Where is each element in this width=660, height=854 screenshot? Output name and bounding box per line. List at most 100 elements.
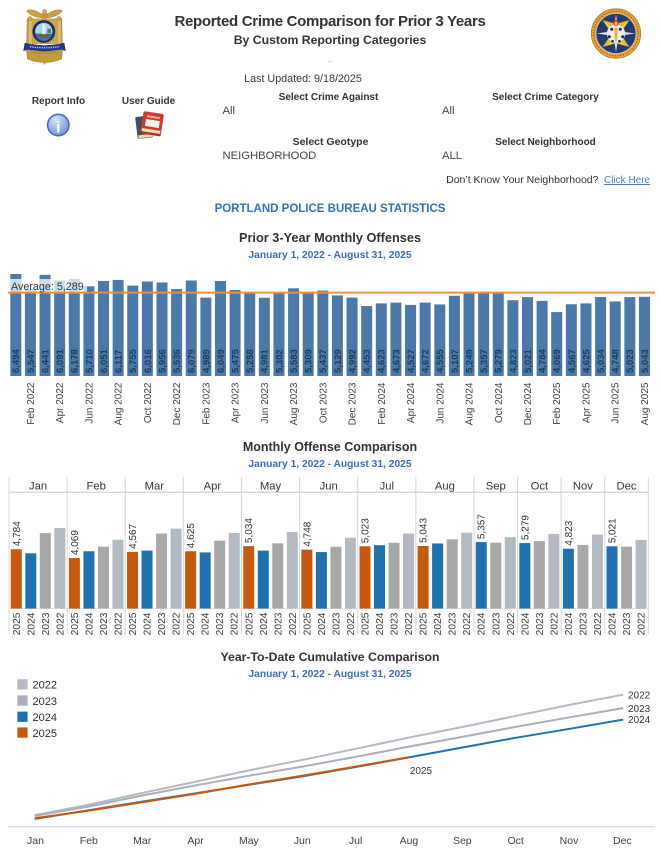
svg-text:2025: 2025: [33, 728, 57, 740]
svg-text:Jun 2022: Jun 2022: [84, 382, 95, 424]
svg-text:Last Updated: 9/18/2025: Last Updated: 9/18/2025: [244, 73, 362, 85]
svg-text:5,710: 5,710: [84, 349, 95, 373]
svg-text:6,441: 6,441: [40, 349, 51, 373]
svg-text:5,536: 5,536: [172, 349, 183, 373]
svg-text:i: i: [56, 120, 60, 137]
svg-text:Dec 2023: Dec 2023: [348, 382, 359, 425]
svg-text:5,279: 5,279: [520, 515, 531, 540]
svg-text:2024: 2024: [259, 612, 270, 635]
svg-text:2024: 2024: [433, 612, 444, 635]
svg-text:Select Crime Category: Select Crime Category: [492, 92, 599, 103]
svg-text:Prior 3-Year Monthly Offenses: Prior 3-Year Monthly Offenses: [239, 230, 421, 245]
svg-text:2023: 2023: [578, 612, 589, 635]
svg-text:5,023: 5,023: [625, 349, 636, 373]
svg-text:2023: 2023: [448, 612, 459, 635]
svg-text:Oct: Oct: [531, 481, 549, 493]
svg-text:January 1, 2022 - August 31, 2: January 1, 2022 - August 31, 2025: [248, 250, 411, 261]
svg-text:Mar: Mar: [145, 481, 165, 493]
svg-text:5,302: 5,302: [274, 349, 285, 373]
svg-text:2024: 2024: [201, 612, 212, 635]
svg-text:5,956: 5,956: [157, 349, 168, 373]
svg-text:5,583: 5,583: [289, 349, 300, 373]
svg-text:2025: 2025: [244, 612, 255, 635]
svg-text:5,034: 5,034: [244, 518, 255, 543]
svg-text:2024: 2024: [520, 612, 531, 635]
svg-text:Jun 2025: Jun 2025: [611, 382, 622, 424]
svg-text:5,021: 5,021: [608, 518, 619, 543]
svg-text:Jan: Jan: [27, 835, 44, 847]
svg-text:Average: 5,289: Average: 5,289: [11, 281, 84, 293]
svg-text:Aug: Aug: [435, 481, 455, 493]
svg-text:4,748: 4,748: [611, 349, 622, 373]
svg-text:2023: 2023: [331, 612, 342, 635]
svg-text:4,527: 4,527: [406, 349, 417, 373]
svg-text:May: May: [260, 481, 282, 493]
svg-text:6,079: 6,079: [187, 349, 198, 373]
svg-text:2024: 2024: [143, 612, 154, 635]
svg-text:PORTLAND POLICE BUREAU STATIST: PORTLAND POLICE BUREAU STATISTICS: [215, 203, 446, 215]
svg-text:4,989: 4,989: [201, 349, 212, 373]
svg-text:January 1, 2022 - August 31, 2: January 1, 2022 - August 31, 2025: [248, 459, 411, 470]
svg-text:2022: 2022: [55, 612, 66, 635]
svg-text:By Custom Reporting Categories: By Custom Reporting Categories: [234, 33, 427, 47]
svg-text:Click Here: Click Here: [604, 175, 651, 186]
svg-text:6,117: 6,117: [114, 350, 125, 373]
svg-text:Report Info: Report Info: [32, 96, 85, 107]
svg-text:2022: 2022: [506, 612, 517, 635]
svg-text:Select Geotype: Select Geotype: [293, 136, 369, 148]
svg-text:Year-To-Date Cumulative Compar: Year-To-Date Cumulative Comparison: [221, 650, 440, 664]
svg-text:2024: 2024: [608, 612, 619, 635]
svg-text:2022: 2022: [172, 612, 183, 635]
svg-text:Feb 2022: Feb 2022: [26, 382, 37, 425]
svg-text:5,475: 5,475: [231, 349, 242, 373]
svg-text:Aug 2024: Aug 2024: [465, 382, 476, 425]
svg-text:5,107: 5,107: [450, 349, 461, 373]
svg-text:2022: 2022: [637, 612, 648, 635]
svg-text:2023: 2023: [33, 696, 57, 708]
svg-text:4,453: 4,453: [362, 349, 373, 373]
svg-text:2025: 2025: [128, 612, 139, 635]
svg-text:5,547: 5,547: [26, 349, 37, 373]
svg-text:2023: 2023: [622, 612, 633, 635]
svg-text:All: All: [442, 105, 455, 117]
svg-text:5,249: 5,249: [464, 349, 475, 373]
svg-text:Feb 2023: Feb 2023: [201, 382, 212, 425]
svg-text:2025: 2025: [419, 612, 430, 635]
svg-text:Jun: Jun: [294, 835, 311, 847]
svg-text:5,023: 5,023: [360, 518, 371, 543]
svg-text:4,981: 4,981: [260, 349, 271, 373]
svg-text:Jul: Jul: [380, 481, 394, 493]
svg-text:5,357: 5,357: [479, 349, 490, 373]
svg-text:2024: 2024: [26, 612, 37, 635]
svg-text:4,673: 4,673: [391, 349, 402, 373]
svg-text:2025: 2025: [410, 766, 433, 777]
svg-text:4,567: 4,567: [128, 523, 139, 548]
svg-text:Jun 2024: Jun 2024: [435, 382, 446, 424]
svg-text:2023: 2023: [157, 612, 168, 635]
svg-text:4,623: 4,623: [377, 349, 388, 373]
svg-text:Oct 2024: Oct 2024: [494, 382, 505, 423]
svg-text:Apr 2023: Apr 2023: [231, 382, 242, 423]
svg-text:4,625: 4,625: [186, 523, 197, 548]
svg-text:..: ..: [328, 55, 332, 64]
svg-text:5,279: 5,279: [494, 349, 505, 373]
svg-text:4,784: 4,784: [12, 521, 23, 546]
svg-text:Sep: Sep: [453, 835, 472, 847]
svg-text:Jan: Jan: [29, 481, 47, 493]
svg-text:Feb 2024: Feb 2024: [377, 382, 388, 425]
svg-text:2022: 2022: [462, 612, 473, 635]
svg-text:ALL: ALL: [442, 150, 462, 162]
svg-text:2024: 2024: [84, 612, 95, 635]
svg-text:Jul: Jul: [349, 835, 362, 847]
svg-text:Reported Crime Comparison for: Reported Crime Comparison for Prior 3 Ye…: [174, 13, 485, 30]
svg-text:Aug 2025: Aug 2025: [640, 382, 651, 425]
svg-text:2023: 2023: [273, 612, 284, 635]
svg-text:Aug: Aug: [400, 835, 419, 847]
svg-text:6,051: 6,051: [99, 349, 110, 373]
svg-text:5,129: 5,129: [333, 349, 344, 373]
svg-text:5,021: 5,021: [523, 349, 534, 373]
svg-text:May: May: [239, 835, 260, 847]
svg-text:2023: 2023: [390, 612, 401, 635]
svg-text:2024: 2024: [33, 712, 57, 724]
svg-text:2023: 2023: [215, 612, 226, 635]
